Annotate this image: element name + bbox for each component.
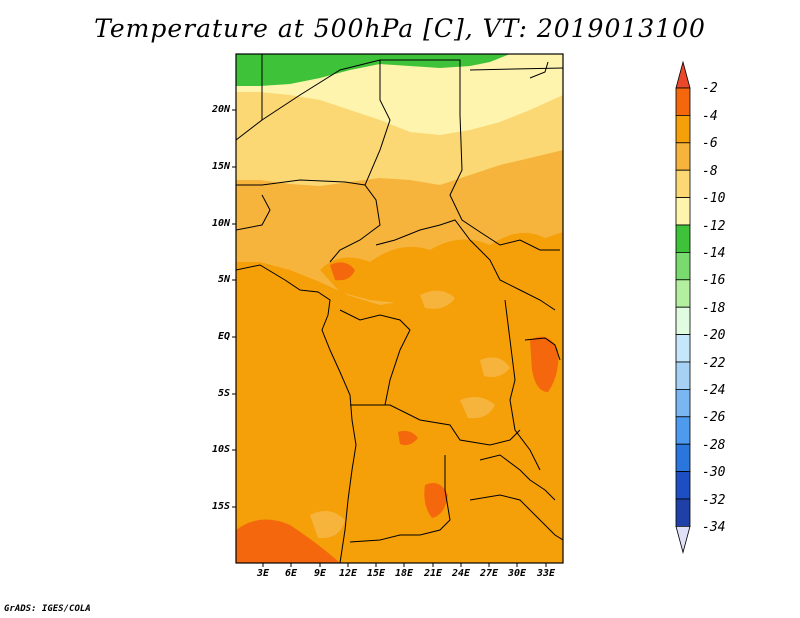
lat-label-10n: 10N [211,218,230,229]
map-frame [235,53,564,564]
lon-label-12e: 12E [338,568,358,579]
field-hot-east [530,336,559,392]
country-boundaries [236,54,563,563]
colorbar-label-5: -12 [702,219,726,234]
lon-label-30e: 30E [507,568,527,579]
lon-label-21e: 21E [423,568,443,579]
colorbar-label-7: -16 [702,273,726,288]
colorbar-swatch [675,169,691,198]
lon-label-6e: 6E [284,568,298,579]
colorbar-label-16: -34 [702,520,726,535]
colorbar-swatch [675,334,691,363]
colorbar-swatch [675,443,691,473]
lon-label-27e: 27E [479,568,499,579]
colorbar-label-12: -26 [702,410,726,425]
lake-victoria [524,337,561,361]
colorbar-label-4: -10 [702,191,726,206]
colorbar-swatch [675,87,691,116]
colorbar-swatch [675,142,691,171]
lat-label-20n: 20N [211,104,230,115]
border-8 [350,404,521,446]
colorbar-swatch [675,471,691,500]
lat-label-5n: 5N [217,274,230,285]
border-6 [375,219,556,311]
field-cool-s1 [310,511,345,539]
lon-label-18e: 18E [394,568,414,579]
colorbar-label-13: -28 [702,438,726,453]
lake-tanganyika [504,299,541,471]
lon-label-15e: 15E [366,568,386,579]
lon-label-33e: 33E [536,568,556,579]
lon-label-9e: 9E [313,568,327,579]
colorbar-bottom-arrow [675,526,691,554]
field-patch-central [320,232,563,304]
field-hot-nigeria [330,262,355,281]
field-hot-sw [236,519,340,563]
border-egypt [469,67,563,71]
coast-redsea [529,61,549,79]
border-10 [469,494,563,541]
lon-ticks [262,563,547,567]
lon-label-24e: 24E [451,568,471,579]
field-hot-angola [398,430,418,446]
lat-label-10s: 10S [211,444,230,455]
border-3 [380,59,560,251]
colorbar-label-0: -2 [702,81,718,96]
colorbar-label-11: -24 [702,383,726,398]
border-4 [236,179,366,186]
colorbar-swatch [675,251,691,281]
field-band-14 [236,54,510,86]
lat-ticks [232,109,236,508]
colorbar-label-10: -22 [702,356,726,371]
lat-label-15n: 15N [211,161,230,172]
colorbar-swatch [675,388,691,418]
lon-label-3e: 3E [256,568,270,579]
colorbar-swatch [675,115,691,144]
colorbar-label-3: -8 [702,164,718,179]
border-9 [349,455,451,543]
lat-label-15s: 15S [211,501,230,512]
field-cool-s3 [480,357,510,377]
lat-label-5s: 5S [217,388,230,399]
colorbar-top-arrow [675,60,691,89]
colorbar-label-15: -32 [702,493,726,508]
field-hot-south [424,482,448,518]
colorbar-swatch [675,416,691,445]
field-cool-s2 [460,396,495,419]
colorbar-swatch [675,361,691,390]
colorbar-label-2: -6 [702,136,718,151]
colorbar-label-8: -18 [702,301,726,316]
border-5 [236,194,271,231]
border-11 [479,454,556,501]
colorbar-swatch [675,306,691,336]
colorbar-swatch [675,197,691,226]
border-7 [339,309,411,406]
field-cool-s4 [420,290,455,309]
grads-credit: GrADS: IGES/COLA [4,604,91,614]
colorbar-label-14: -30 [702,465,726,480]
colorbar [675,60,691,554]
temperature-field [236,54,563,563]
colorbar-swatch [675,498,691,527]
chart-title: Temperature at 500hPa [C], VT: 201901310… [94,14,706,43]
colorbar-swatch [675,279,691,308]
colorbar-label-9: -20 [702,328,726,343]
colorbar-label-1: -4 [702,109,718,124]
colorbar-swatch [675,224,691,253]
lat-label-eq: EQ [217,331,230,342]
border-2 [261,59,391,263]
coastline-west [236,264,357,563]
colorbar-label-6: -14 [702,246,726,261]
